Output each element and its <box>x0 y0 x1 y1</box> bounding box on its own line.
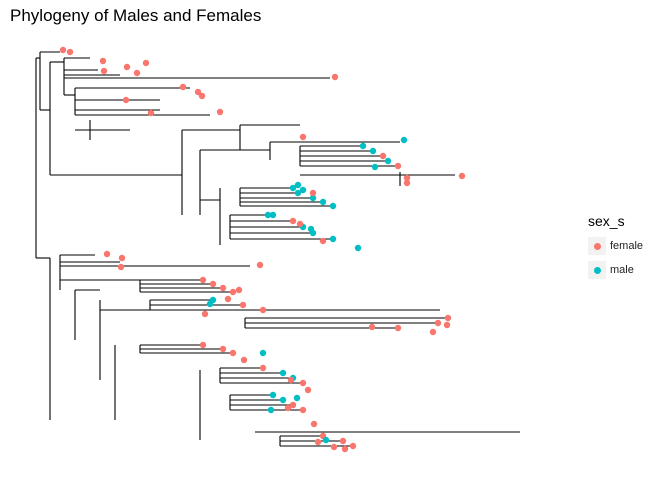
male-tip <box>279 369 287 377</box>
female-tip <box>403 174 411 182</box>
legend-key <box>588 261 606 279</box>
female-tip <box>429 328 437 336</box>
male-tip <box>400 136 408 144</box>
female-tip <box>133 69 141 77</box>
female-tip <box>331 73 339 81</box>
male-tip <box>293 394 301 402</box>
female-tip <box>147 109 155 117</box>
female-tip <box>235 286 243 294</box>
female-tip <box>458 172 466 180</box>
female-tip <box>330 443 338 451</box>
female-tip <box>59 46 67 54</box>
male-tip <box>264 211 272 219</box>
female-dot-icon <box>594 243 601 250</box>
female-tip <box>216 108 224 116</box>
female-tip <box>209 280 217 288</box>
female-tip <box>224 295 232 303</box>
male-dot-icon <box>594 267 601 274</box>
female-tip <box>100 67 108 75</box>
female-tip <box>99 57 107 65</box>
male-tip <box>294 181 302 189</box>
female-tip <box>117 263 125 271</box>
female-tip <box>201 310 209 318</box>
male-tip <box>319 198 327 206</box>
female-tip <box>339 437 347 445</box>
female-tip <box>304 386 312 394</box>
legend-title: sex_s <box>588 213 625 229</box>
male-tip <box>206 300 214 308</box>
male-tip <box>322 436 330 444</box>
female-tip <box>309 189 317 197</box>
male-tip <box>359 142 367 150</box>
male-tip <box>384 157 392 165</box>
female-tip <box>256 261 264 269</box>
female-tip <box>66 48 74 56</box>
male-tip <box>269 391 277 399</box>
female-tip <box>299 406 307 414</box>
female-tip <box>240 356 248 364</box>
female-tip <box>314 438 322 446</box>
legend-key <box>588 237 606 255</box>
male-tip <box>371 163 379 171</box>
male-tip <box>329 235 337 243</box>
female-tip <box>199 341 207 349</box>
female-tip <box>259 306 267 314</box>
female-tip <box>299 379 307 387</box>
female-tip <box>394 324 402 332</box>
female-tip <box>259 364 267 372</box>
female-tip <box>123 63 131 71</box>
female-tip <box>194 88 202 96</box>
male-tip <box>329 202 337 210</box>
legend: sex_s female male <box>588 213 643 283</box>
female-tip <box>239 301 247 309</box>
female-tip <box>368 323 376 331</box>
male-tip <box>269 211 277 219</box>
male-tip <box>299 186 307 194</box>
male-tip <box>259 349 267 357</box>
plot-title: Phylogeny of Males and Females <box>10 6 262 25</box>
male-tip <box>307 225 315 233</box>
female-tip <box>287 376 295 384</box>
female-tip <box>118 254 126 262</box>
female-tip <box>289 401 297 409</box>
female-tip <box>229 349 237 357</box>
legend-label-male: male <box>610 264 634 276</box>
female-tip <box>444 314 452 322</box>
female-tip <box>341 445 349 453</box>
female-tip <box>229 288 237 296</box>
female-tip <box>310 420 318 428</box>
female-tip <box>198 92 206 100</box>
male-tip <box>289 184 297 192</box>
female-tip <box>199 276 207 284</box>
male-tip <box>279 396 287 404</box>
male-tip <box>267 406 275 414</box>
legend-item-female: female <box>588 235 643 257</box>
female-tip <box>296 220 304 228</box>
female-tip <box>219 345 227 353</box>
female-tip <box>299 133 307 141</box>
female-tip <box>443 321 451 329</box>
female-tip <box>394 162 402 170</box>
female-tip <box>379 152 387 160</box>
male-tip <box>354 244 362 252</box>
legend-item-male: male <box>588 259 643 281</box>
female-tip <box>122 96 130 104</box>
female-tip <box>284 404 292 412</box>
tree-tips <box>59 46 466 453</box>
female-tip <box>319 237 327 245</box>
legend-label-female: female <box>610 240 644 252</box>
female-tip <box>219 284 227 292</box>
female-tip <box>289 217 297 225</box>
male-tip <box>294 189 302 197</box>
female-tip <box>349 442 357 450</box>
female-tip <box>103 250 111 258</box>
female-tip <box>434 319 442 327</box>
female-tip <box>179 83 187 91</box>
tree-branches <box>35 51 520 447</box>
male-tip <box>369 147 377 155</box>
male-tip <box>309 194 317 202</box>
female-tip <box>142 59 150 67</box>
female-tip <box>403 179 411 187</box>
